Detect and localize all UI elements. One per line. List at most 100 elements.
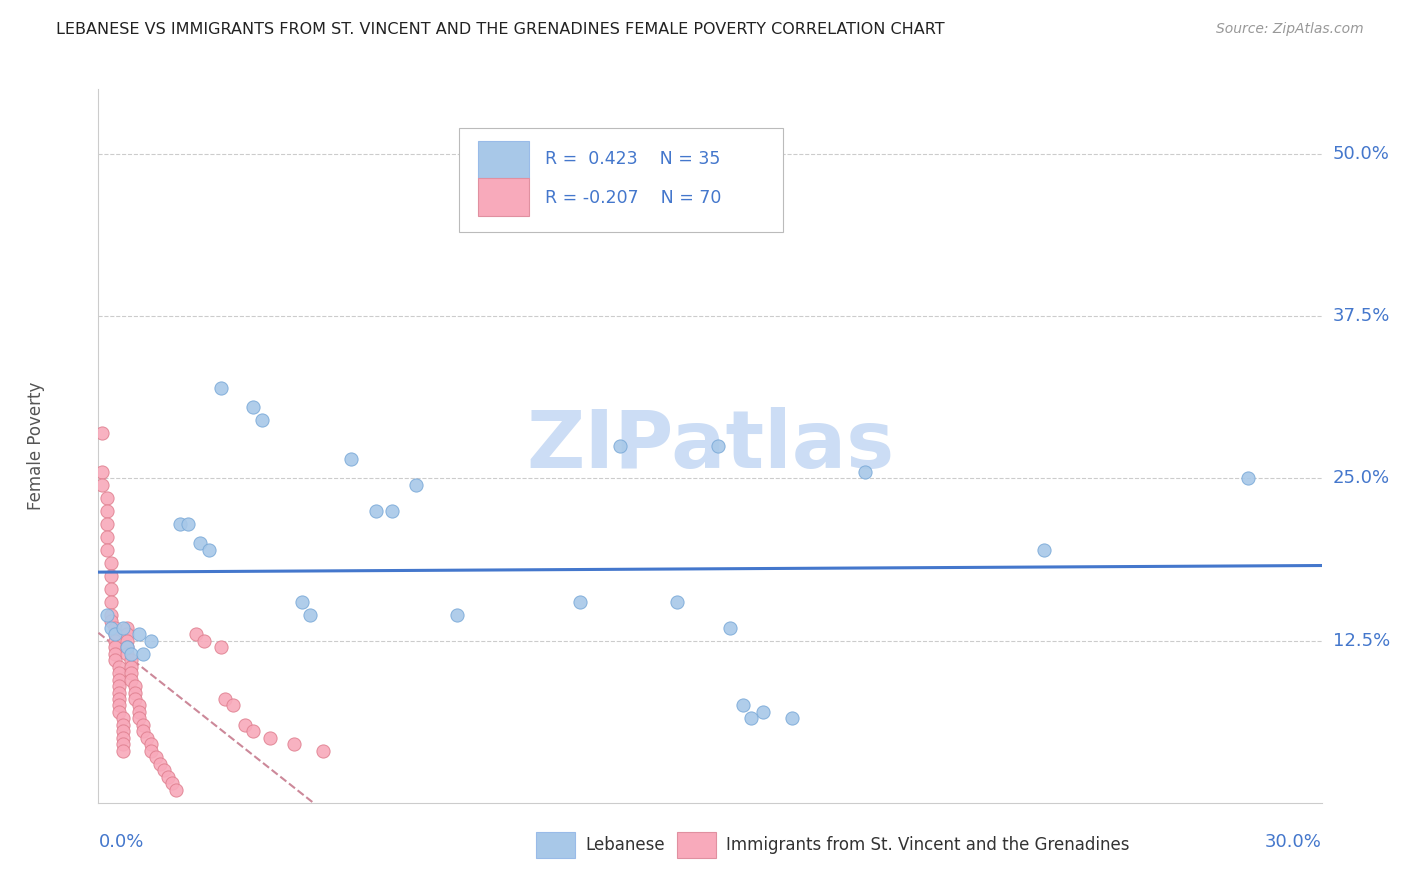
Point: [666, 595, 689, 609]
Text: Source: ZipAtlas.com: Source: ZipAtlas.com: [1216, 22, 1364, 37]
Point: [149, 756, 172, 771]
Point: [132, 718, 155, 732]
Text: 30.0%: 30.0%: [1265, 833, 1322, 851]
Point: [214, 692, 236, 706]
Point: [141, 744, 163, 758]
Point: [115, 633, 138, 648]
Point: [91, 465, 114, 479]
Point: [108, 659, 131, 673]
Point: [104, 621, 127, 635]
FancyBboxPatch shape: [536, 832, 575, 858]
Point: [111, 731, 134, 745]
Point: [209, 640, 232, 654]
Point: [250, 413, 273, 427]
Point: [197, 542, 219, 557]
Point: [381, 504, 404, 518]
Point: [100, 614, 122, 628]
Point: [96, 542, 118, 557]
Point: [124, 692, 146, 706]
Point: [100, 556, 122, 570]
Point: [136, 731, 159, 745]
Point: [188, 536, 212, 550]
Point: [115, 640, 138, 654]
FancyBboxPatch shape: [678, 832, 716, 858]
Point: [128, 627, 150, 641]
Point: [609, 439, 631, 453]
Point: [128, 711, 150, 725]
Text: Female Poverty: Female Poverty: [27, 382, 45, 510]
Point: [193, 633, 215, 648]
Point: [132, 724, 155, 739]
Point: [111, 718, 134, 732]
Point: [104, 633, 127, 648]
Point: [283, 738, 305, 752]
Text: 25.0%: 25.0%: [1333, 469, 1391, 487]
Point: [120, 647, 142, 661]
Point: [259, 731, 281, 745]
Point: [111, 744, 134, 758]
Point: [96, 504, 118, 518]
Point: [132, 647, 155, 661]
Point: [108, 666, 131, 681]
Point: [111, 621, 134, 635]
Point: [115, 647, 138, 661]
Point: [120, 666, 142, 681]
Point: [111, 738, 134, 752]
Point: [141, 633, 163, 648]
Point: [104, 653, 127, 667]
Text: Immigrants from St. Vincent and the Grenadines: Immigrants from St. Vincent and the Gren…: [725, 836, 1129, 854]
Text: Lebanese: Lebanese: [585, 836, 665, 854]
Point: [108, 705, 131, 719]
Point: [100, 568, 122, 582]
Point: [405, 478, 427, 492]
Point: [108, 698, 131, 713]
Point: [853, 465, 876, 479]
Point: [209, 381, 232, 395]
Point: [156, 770, 179, 784]
Point: [108, 692, 131, 706]
Point: [91, 425, 114, 440]
Point: [1033, 542, 1056, 557]
Point: [104, 627, 127, 641]
Point: [242, 400, 264, 414]
Point: [124, 679, 146, 693]
Point: [108, 673, 131, 687]
Point: [128, 705, 150, 719]
Point: [108, 679, 131, 693]
Point: [731, 698, 754, 713]
Point: [104, 640, 127, 654]
Point: [340, 452, 363, 467]
Point: [115, 621, 138, 635]
Point: [291, 595, 314, 609]
Text: ZIPatlas: ZIPatlas: [526, 407, 894, 485]
Point: [120, 673, 142, 687]
Point: [740, 711, 762, 725]
Point: [96, 607, 118, 622]
Text: R = -0.207    N = 70: R = -0.207 N = 70: [546, 189, 721, 207]
Point: [128, 698, 150, 713]
Point: [96, 530, 118, 544]
Point: [100, 621, 122, 635]
Point: [1237, 471, 1260, 485]
Point: [145, 750, 167, 764]
Point: [312, 744, 335, 758]
Point: [233, 718, 256, 732]
Point: [111, 711, 134, 725]
Point: [120, 653, 142, 667]
Point: [100, 607, 122, 622]
Point: [165, 782, 187, 797]
Point: [111, 724, 134, 739]
FancyBboxPatch shape: [478, 141, 529, 178]
Point: [96, 516, 118, 531]
Point: [152, 764, 174, 778]
Point: [568, 595, 591, 609]
Point: [104, 627, 127, 641]
Text: LEBANESE VS IMMIGRANTS FROM ST. VINCENT AND THE GRENADINES FEMALE POVERTY CORREL: LEBANESE VS IMMIGRANTS FROM ST. VINCENT …: [56, 22, 945, 37]
FancyBboxPatch shape: [478, 178, 529, 216]
Point: [707, 439, 730, 453]
Point: [96, 491, 118, 505]
Text: 0.0%: 0.0%: [98, 833, 143, 851]
Point: [169, 516, 191, 531]
Point: [780, 711, 803, 725]
FancyBboxPatch shape: [460, 128, 783, 232]
